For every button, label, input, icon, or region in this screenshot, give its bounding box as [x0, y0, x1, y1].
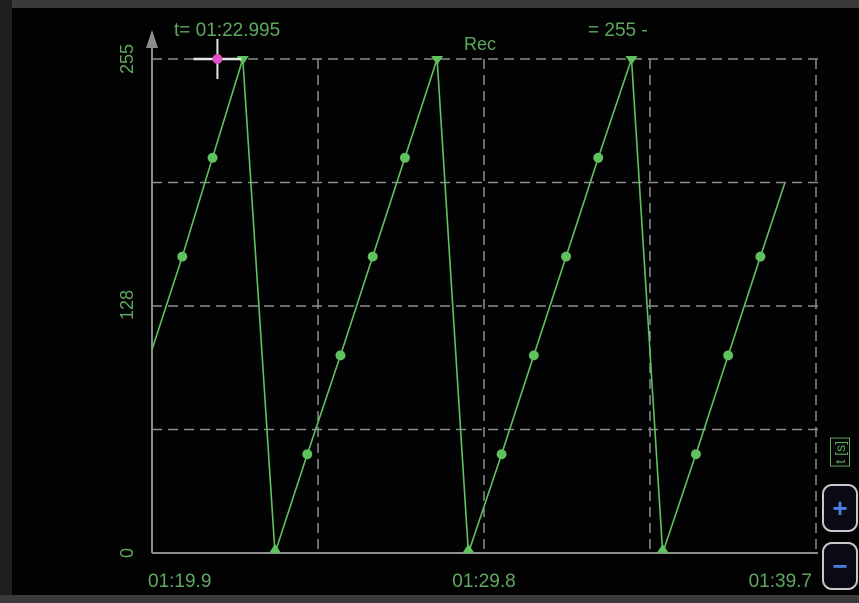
- data-point-marker: [528, 350, 539, 361]
- zoom-in-button[interactable]: +: [822, 484, 858, 532]
- data-point-marker: [755, 251, 766, 262]
- data-point-marker: [656, 544, 669, 553]
- data-point-marker: [207, 152, 218, 163]
- data-point-marker: [399, 152, 410, 163]
- monitor-frame-left: [0, 0, 12, 603]
- time-axis-unit-label: t [s]: [830, 438, 850, 467]
- chart-grid: [152, 58, 818, 554]
- x-tick-label: 01:19.9: [148, 571, 211, 592]
- recording-mode-label: Rec: [464, 34, 497, 54]
- zoom-out-button[interactable]: −: [822, 542, 858, 590]
- data-point-marker: [593, 152, 604, 163]
- data-point-marker: [496, 449, 507, 460]
- monitor-frame-top: [0, 0, 859, 8]
- monitor-frame-bottom: [0, 595, 859, 603]
- oscilloscope-screen: [12, 8, 859, 595]
- data-point-marker: [462, 544, 475, 553]
- data-point-marker: [431, 56, 444, 65]
- data-point-marker: [269, 544, 282, 553]
- chart-cursor: [193, 39, 242, 79]
- y-tick-label: 255: [117, 44, 137, 74]
- data-point-marker: [625, 56, 638, 65]
- y-tick-label: 0: [117, 548, 137, 558]
- x-tick-label: 01:39.7: [749, 571, 812, 592]
- data-point-marker: [236, 56, 249, 65]
- data-point-marker: [177, 251, 188, 262]
- y-axis-arrow: [146, 30, 158, 48]
- minus-icon: −: [832, 550, 848, 581]
- value-readout: = 255 -: [588, 20, 648, 41]
- chart-series: [151, 56, 786, 554]
- data-point-marker: [302, 449, 313, 460]
- x-tick-label: 01:29.8: [452, 571, 515, 592]
- y-tick-label: 128: [117, 290, 137, 320]
- data-point-marker: [690, 449, 701, 460]
- cursor-marker: [212, 54, 223, 64]
- data-point-marker: [335, 350, 346, 361]
- data-point-marker: [367, 251, 378, 262]
- zoom-panel: t [s] + −: [818, 430, 859, 595]
- chart-axes: [146, 30, 818, 554]
- data-point-marker: [561, 251, 572, 262]
- chart-tick-labels: 0 128 255 01:19.9 01:29.8 01:39.7: [117, 44, 812, 592]
- data-point-marker: [723, 350, 734, 361]
- plus-icon: +: [832, 492, 848, 523]
- time-readout: t= 01:22.995: [174, 20, 281, 41]
